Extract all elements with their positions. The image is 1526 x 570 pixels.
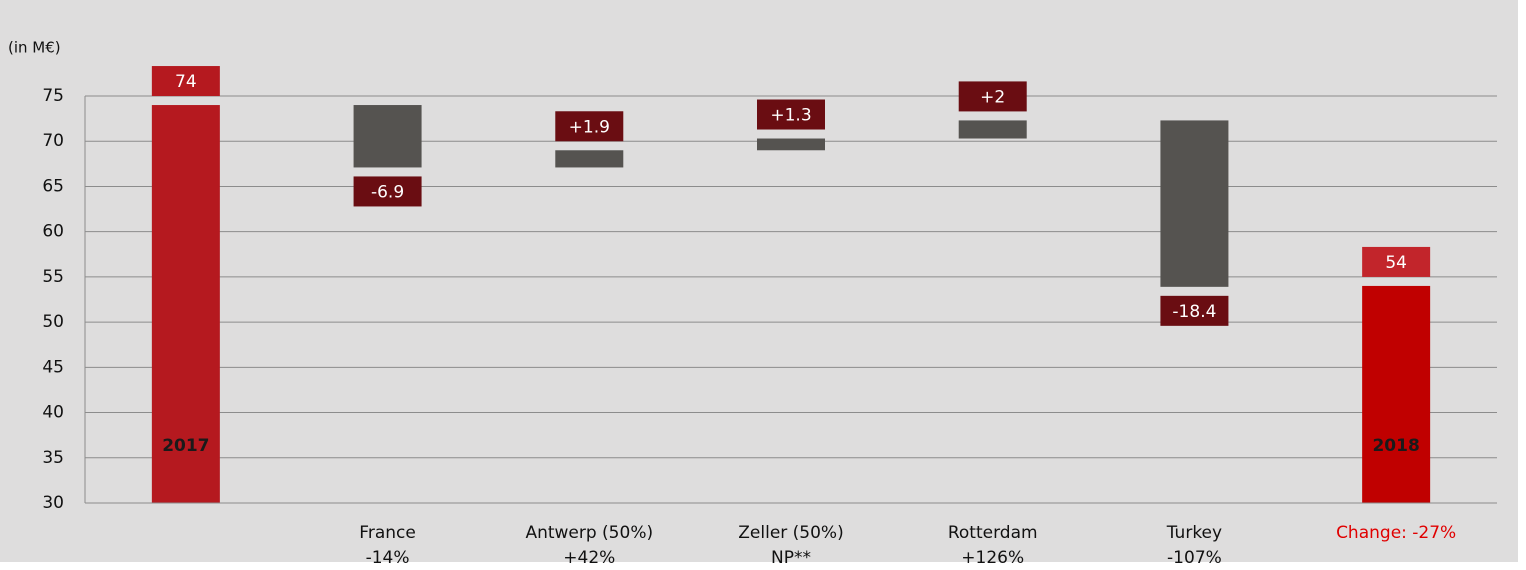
value-label-box xyxy=(757,99,825,130)
value-label: +1.3 xyxy=(770,106,811,126)
category-label: Antwerp (50%) xyxy=(525,523,653,543)
bar xyxy=(151,105,220,504)
y-tick-label: 60 xyxy=(42,222,64,242)
category-label: Zeller (50%) xyxy=(738,523,843,543)
bar xyxy=(555,150,624,168)
y-tick-label: 70 xyxy=(42,131,64,151)
y-tick-label: 50 xyxy=(42,312,64,332)
y-tick-label: 55 xyxy=(42,267,64,287)
y-tick-label: 40 xyxy=(42,403,64,423)
category-label: 2018 xyxy=(1372,436,1419,456)
value-label: 54 xyxy=(1385,253,1407,273)
category-sublabel: -14% xyxy=(366,548,410,568)
value-label: +1.9 xyxy=(569,117,610,137)
value-label: 74 xyxy=(175,72,197,92)
bar xyxy=(757,138,825,151)
category-sublabel: +42% xyxy=(563,548,615,568)
y-tick-label: 30 xyxy=(42,493,64,513)
value-label: -6.9 xyxy=(371,182,404,202)
value-label: -18.4 xyxy=(1172,302,1216,322)
value-label-box xyxy=(958,81,1027,112)
value-label-box xyxy=(353,176,422,207)
y-tick-label: 45 xyxy=(42,357,64,377)
category-label: Rotterdam xyxy=(948,523,1038,543)
value-label-box xyxy=(1362,246,1431,277)
category-label: 2017 xyxy=(162,436,209,456)
category-label: France xyxy=(359,523,416,543)
y-tick-label: 35 xyxy=(42,448,64,468)
bar xyxy=(958,120,1027,139)
unit-label: (in M€) xyxy=(8,39,61,57)
value-label: +2 xyxy=(980,87,1005,107)
bar xyxy=(1362,285,1431,503)
category-sublabel: +126% xyxy=(961,548,1024,568)
category-sublabel: NP** xyxy=(771,548,811,568)
bar xyxy=(353,105,422,168)
value-label-box xyxy=(555,111,624,142)
category-sublabel: -107% xyxy=(1167,548,1222,568)
bar xyxy=(1160,120,1229,287)
value-label-box xyxy=(151,66,220,97)
y-tick-label: 65 xyxy=(42,176,64,196)
value-label-box xyxy=(1160,295,1229,326)
category-label: Turkey xyxy=(1166,523,1222,543)
change-label: Change: -27% xyxy=(1336,523,1456,543)
y-tick-label: 75 xyxy=(42,86,64,106)
